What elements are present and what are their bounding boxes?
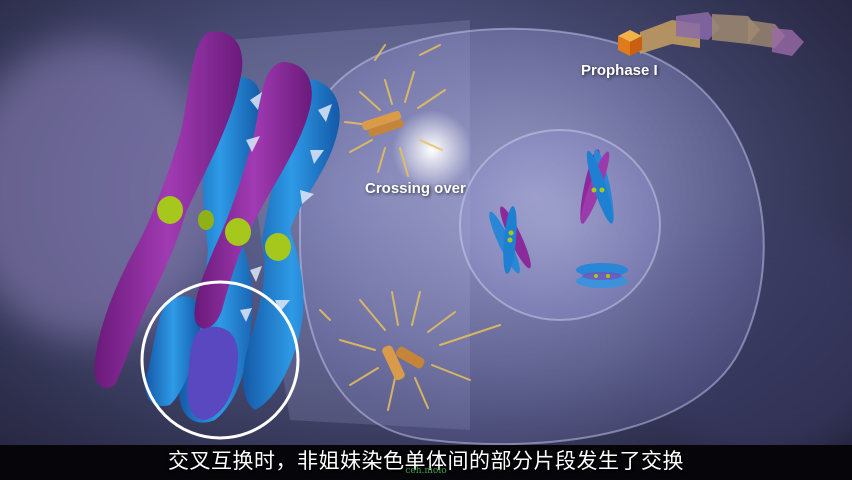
centromere — [157, 196, 183, 224]
crossing-over-label: Crossing over — [365, 180, 466, 197]
chromosome-fragment-lower — [382, 345, 425, 381]
centromere — [225, 218, 251, 246]
chromatin-spikes — [240, 92, 332, 322]
crossed-segment — [187, 326, 239, 420]
tetrad-upper — [580, 149, 614, 224]
blue-chromatid — [145, 296, 201, 406]
subtitle-text: 交叉互换时，非姐妹染色单体间的部分片段发生了交换 — [168, 449, 684, 473]
nucleus — [459, 129, 661, 321]
crossover-highlight-circle — [140, 280, 300, 440]
tetrad-right — [576, 263, 628, 288]
watermark: ceh.moio — [405, 466, 447, 476]
crossover-burst-lower — [319, 291, 501, 411]
chromosome-fragment-upper — [361, 110, 404, 137]
stage-progress-arrow — [618, 12, 804, 56]
phase-label: Prophase I — [581, 62, 658, 79]
crossover-burst-upper — [344, 44, 446, 177]
subtitle-bar — [0, 445, 852, 480]
centromere — [198, 210, 214, 230]
purple-chromatid — [194, 62, 312, 329]
homologous-chromosome-pair — [94, 31, 340, 423]
tetrad-left — [489, 206, 531, 274]
current-stage-cube — [618, 30, 642, 56]
light-glow — [392, 110, 472, 190]
centromere — [265, 233, 291, 261]
